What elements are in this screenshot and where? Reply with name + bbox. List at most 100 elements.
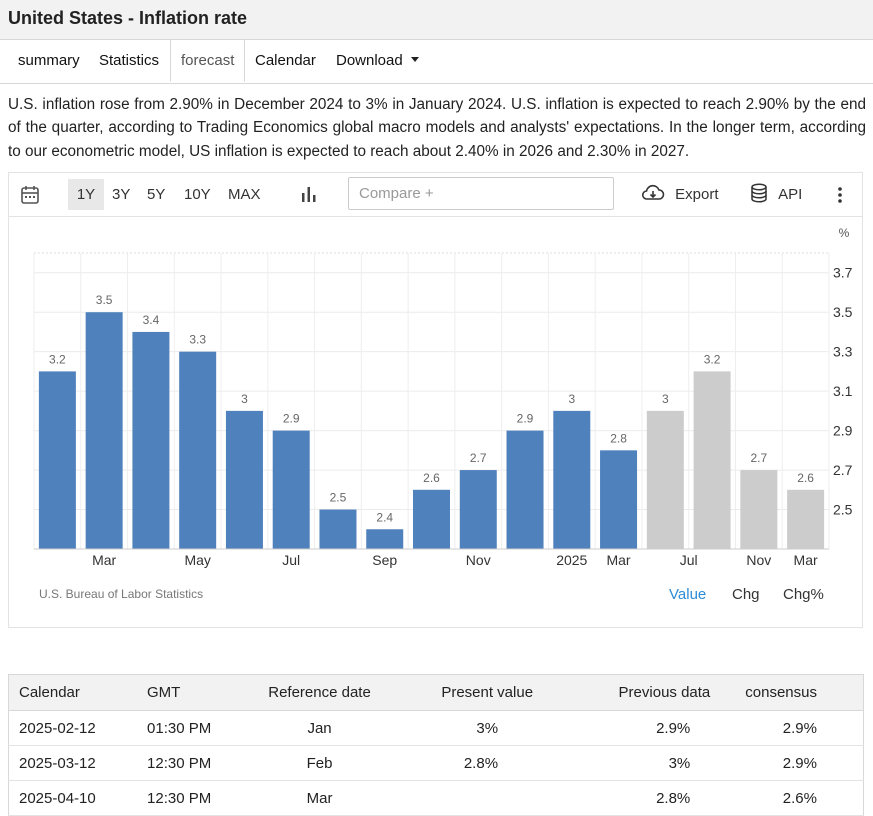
col-previous-data: Previous data bbox=[568, 674, 736, 711]
x-tick-label: Nov bbox=[746, 552, 771, 568]
bar-value-label: 2.8 bbox=[610, 431, 627, 445]
y-tick-label: 3.5 bbox=[833, 304, 853, 320]
cell-consensus: 2.9% bbox=[735, 745, 865, 781]
bar-value-label: 2.7 bbox=[470, 451, 487, 465]
calendar-table: Calendar GMT Reference date Present valu… bbox=[8, 674, 865, 816]
database-icon bbox=[751, 183, 767, 203]
bar bbox=[693, 371, 731, 549]
cell-date: 2025-02-12 bbox=[8, 710, 138, 746]
col-gmt: GMT bbox=[137, 674, 246, 711]
caret-down-icon bbox=[410, 56, 419, 62]
x-tick-label: Jul bbox=[680, 552, 698, 568]
range-max[interactable]: MAX bbox=[228, 186, 261, 203]
bar-value-label: 3 bbox=[241, 392, 248, 406]
cell-present bbox=[393, 780, 569, 816]
bar-value-label: 3.2 bbox=[49, 352, 66, 366]
tab-download-label: Download bbox=[336, 52, 403, 69]
view-tab-chg-percent[interactable]: Chg% bbox=[783, 586, 824, 603]
bar-chart-icon[interactable] bbox=[301, 186, 317, 204]
bar bbox=[600, 450, 638, 549]
range-5y[interactable]: 5Y bbox=[147, 186, 166, 203]
range-3y[interactable]: 3Y bbox=[112, 186, 131, 203]
x-tick-label: 2025 bbox=[556, 552, 587, 568]
x-tick-label: Nov bbox=[466, 552, 491, 568]
bar bbox=[506, 430, 544, 549]
col-calendar: Calendar bbox=[8, 674, 138, 711]
bar bbox=[740, 470, 778, 549]
cell-previous: 2.8% bbox=[568, 780, 736, 816]
cell-date: 2025-03-12 bbox=[8, 745, 138, 781]
calendar-icon[interactable] bbox=[21, 185, 39, 205]
x-tick-label: Mar bbox=[794, 552, 818, 568]
bar-value-label: 3 bbox=[568, 392, 575, 406]
bar-value-label: 3.4 bbox=[143, 313, 160, 327]
more-vertical-icon[interactable] bbox=[837, 186, 843, 204]
api-button[interactable]: API bbox=[750, 173, 802, 216]
bar-value-label: 2.7 bbox=[751, 451, 768, 465]
cell-date: 2025-04-10 bbox=[8, 780, 138, 816]
table-row: 2025-03-12 12:30 PM Feb 2.8% 3% 2.9% bbox=[8, 745, 865, 781]
range-10y[interactable]: 10Y bbox=[184, 186, 211, 203]
tab-forecast[interactable]: forecast bbox=[170, 39, 246, 82]
chart-source: U.S. Bureau of Labor Statistics bbox=[39, 587, 204, 601]
x-tick-label: May bbox=[184, 552, 210, 568]
y-tick-label: 3.3 bbox=[833, 344, 853, 360]
export-button[interactable]: Export bbox=[641, 173, 719, 216]
bar-value-label: 3.5 bbox=[96, 293, 113, 307]
cell-present: 3% bbox=[393, 710, 569, 746]
cell-reference: Mar bbox=[245, 780, 394, 816]
forecast-description: U.S. inflation rose from 2.90% in Decemb… bbox=[8, 96, 866, 160]
y-tick-label: 2.9 bbox=[833, 423, 853, 439]
bar bbox=[85, 312, 123, 549]
col-reference-date: Reference date bbox=[245, 674, 394, 711]
bar-value-label: 3.3 bbox=[189, 333, 206, 347]
bar bbox=[413, 489, 450, 549]
y-tick-label: 3.1 bbox=[833, 383, 853, 399]
col-present-value: Present value bbox=[393, 674, 569, 711]
cell-previous: 2.9% bbox=[568, 710, 736, 746]
range-1y[interactable]: 1Y bbox=[68, 179, 104, 210]
cell-reference: Feb bbox=[245, 745, 394, 781]
bar bbox=[38, 371, 76, 549]
api-label: API bbox=[778, 186, 803, 203]
calendar-header-row: Calendar GMT Reference date Present valu… bbox=[8, 674, 865, 711]
chart-panel: 1Y 3Y 5Y 10Y MAX Compare + Export API % 2… bbox=[8, 172, 863, 628]
cell-gmt: 12:30 PM bbox=[137, 780, 246, 816]
y-tick-label: 2.7 bbox=[833, 462, 853, 478]
cell-gmt: 01:30 PM bbox=[137, 710, 246, 746]
view-tab-chg[interactable]: Chg bbox=[732, 586, 760, 603]
bar-value-label: 2.6 bbox=[423, 471, 440, 485]
bar bbox=[787, 489, 825, 549]
cell-previous: 3% bbox=[568, 745, 736, 781]
y-tick-label: 2.5 bbox=[833, 502, 853, 518]
bar-value-label: 2.9 bbox=[283, 412, 300, 426]
tab-download[interactable]: Download bbox=[336, 40, 419, 83]
tab-statistics[interactable]: Statistics bbox=[99, 52, 160, 69]
bar bbox=[459, 470, 497, 549]
view-tab-value[interactable]: Value bbox=[669, 586, 707, 603]
bar-value-label: 3 bbox=[662, 392, 669, 406]
bar bbox=[225, 410, 263, 549]
bar bbox=[646, 410, 684, 549]
bar bbox=[179, 351, 217, 549]
bar-value-label: 2.4 bbox=[376, 510, 393, 524]
bar bbox=[132, 331, 170, 549]
bar-value-label: 3.2 bbox=[704, 352, 721, 366]
page-title: United States - Inflation rate bbox=[8, 8, 248, 28]
compare-input[interactable]: Compare + bbox=[348, 177, 614, 210]
chart-toolbar: 1Y 3Y 5Y 10Y MAX Compare + Export API bbox=[9, 173, 862, 217]
bar-value-label: 2.6 bbox=[797, 471, 814, 485]
x-tick-label: Mar bbox=[606, 552, 630, 568]
bar bbox=[319, 509, 357, 549]
col-consensus: consensus bbox=[735, 674, 865, 711]
bar-value-label: 2.5 bbox=[330, 491, 347, 505]
export-label: Export bbox=[675, 186, 719, 203]
tab-bar: summary Statistics forecast Calendar Dow… bbox=[0, 39, 873, 84]
x-tick-label: Mar bbox=[92, 552, 116, 568]
title-bar: United States - Inflation rate bbox=[0, 0, 873, 40]
table-row: 2025-04-10 12:30 PM Mar 2.8% 2.6% bbox=[8, 780, 865, 816]
cloud-download-icon bbox=[641, 184, 665, 200]
tab-calendar[interactable]: Calendar bbox=[255, 52, 316, 69]
cell-consensus: 2.6% bbox=[735, 780, 865, 816]
tab-summary[interactable]: summary bbox=[18, 52, 80, 69]
